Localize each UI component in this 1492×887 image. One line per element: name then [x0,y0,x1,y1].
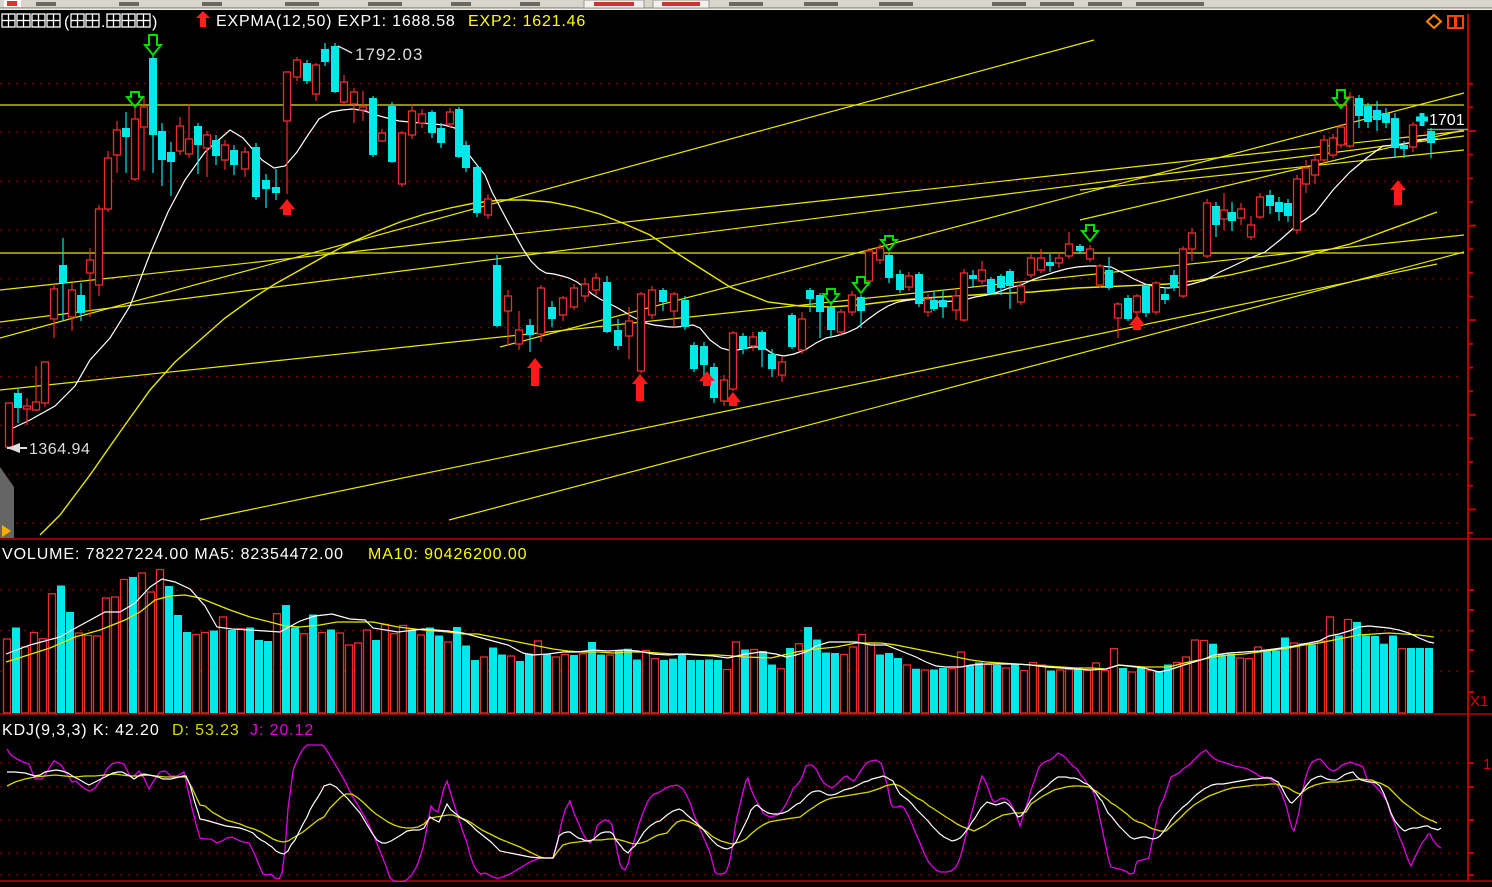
svg-text:MA10: 90426200.00: MA10: 90426200.00 [368,546,527,563]
svg-text:EXP2: 1621.46: EXP2: 1621.46 [468,13,586,30]
svg-text:.: . [101,14,105,31]
svg-text:J: 20.12: J: 20.12 [250,722,314,739]
svg-text:D: 53.23: D: 53.23 [172,722,240,739]
svg-text:KDJ(9,3,3) K: 42.20: KDJ(9,3,3) K: 42.20 [2,722,160,739]
svg-text:1792.03: 1792.03 [355,45,423,64]
svg-text:(: ( [64,14,70,31]
svg-text:EXPMA(12,50) EXP1: 1688.58: EXPMA(12,50) EXP1: 1688.58 [216,13,456,30]
svg-text:1: 1 [1483,756,1491,773]
svg-text:1701: 1701 [1429,112,1465,129]
svg-text:VOLUME: 78227224.00 MA5: 8235: VOLUME: 78227224.00 MA5: 82354472.00 [2,546,344,563]
svg-text:1364.94: 1364.94 [29,441,90,458]
svg-text:X1: X1 [1470,693,1488,710]
svg-text:): ) [152,14,157,31]
